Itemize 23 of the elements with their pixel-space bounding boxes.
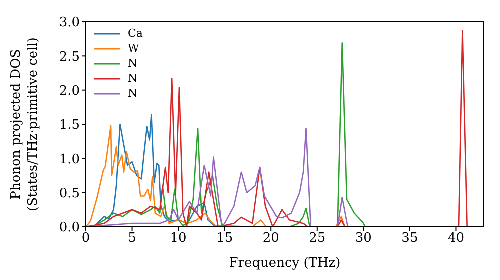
x-tick-label: 25 [309, 231, 326, 246]
legend-label: N [128, 71, 138, 86]
y-tick-label: 3.0 [59, 16, 80, 31]
legend-label: W [128, 41, 140, 56]
x-tick-label: 20 [262, 231, 280, 246]
x-tick-label: 15 [216, 231, 234, 246]
x-tick-label: 10 [170, 231, 187, 246]
x-tick-label: 40 [448, 231, 465, 246]
legend-label: N [128, 56, 138, 71]
y-axis-title: Phonon projected DOS (States/THz·primitive cell) [9, 37, 41, 212]
x-tick-label: 30 [355, 231, 372, 246]
y-tick-label: 2.5 [59, 50, 80, 65]
legend-label: Ca [128, 26, 143, 41]
y-tick-label: 1.5 [59, 118, 80, 134]
y-tick-label: 0.0 [59, 220, 80, 236]
x-tick-label: 5 [128, 231, 136, 246]
legend-label: N [128, 86, 138, 101]
y-tick-label: 2.0 [59, 84, 80, 99]
y-tick-label: 1.0 [59, 152, 80, 168]
x-tick-label: 35 [402, 231, 418, 246]
x-tick-label: 0 [82, 231, 90, 246]
x-axis-title: Frequency (THz) [229, 256, 341, 271]
y-tick-label: 0.5 [59, 186, 80, 202]
